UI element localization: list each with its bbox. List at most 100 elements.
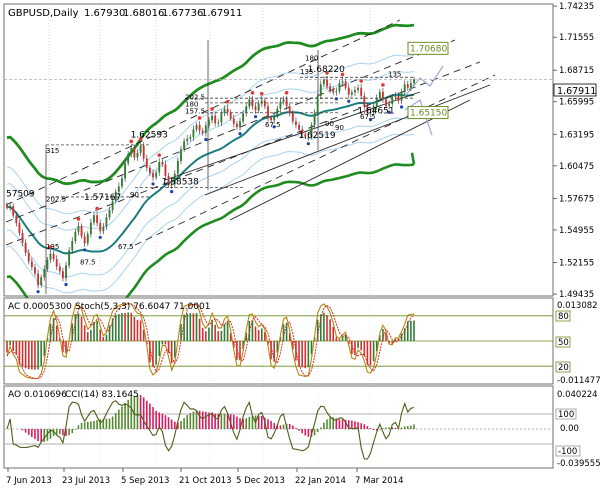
candle-body xyxy=(117,186,120,192)
ao-cci-panel[interactable]: AO 0.010696 CCI(14) 83.1645 0.040224 100… xyxy=(3,385,600,469)
candle-body xyxy=(245,106,248,114)
fractal-down-marker xyxy=(98,235,102,239)
fractal-up-marker xyxy=(250,91,255,95)
fractal-up-marker xyxy=(129,139,134,144)
annotation-label: 1.68220 xyxy=(308,65,345,75)
inner-envelope-band-lower xyxy=(6,133,415,294)
candle-body xyxy=(74,231,77,242)
candle-body xyxy=(99,223,102,232)
candle-body xyxy=(83,236,86,244)
cci-level-100-box xyxy=(555,408,577,420)
fib-label: 87.5 xyxy=(80,258,96,266)
candle-body xyxy=(12,206,15,216)
candle-body xyxy=(413,79,415,84)
candle-body xyxy=(152,173,154,178)
fib-label: 90 xyxy=(335,124,344,132)
price-axis: 1.74235 1.71555 1.68715 1.65995 1.63195 1.604… xyxy=(553,2,594,300)
candle-body xyxy=(310,124,313,138)
date-tick-label: 5 Sep 2013 xyxy=(121,476,169,486)
mid-trend-dashed xyxy=(5,39,456,223)
ao-label: AO 0.010696 xyxy=(8,390,67,400)
candle-body xyxy=(201,130,204,134)
candle-body xyxy=(189,137,192,139)
candle-body xyxy=(223,108,226,114)
candle-body xyxy=(108,209,111,218)
candle-body xyxy=(139,145,142,153)
fib-label: 90 xyxy=(325,120,334,128)
candle-body xyxy=(183,141,186,150)
candle-body xyxy=(267,106,269,118)
annotation-label: 1.62593 xyxy=(131,130,168,140)
ac-stoch-panel[interactable]: AC 0.0005300 Stoch(5,3,3) 76.6047 71.000… xyxy=(3,297,600,386)
symbol-label: GBPUSD,Daily xyxy=(8,8,79,19)
candle-body xyxy=(366,106,369,114)
candle-body xyxy=(155,172,158,178)
candle-body xyxy=(89,222,92,235)
candle-body xyxy=(30,261,33,268)
ac-axis-bottom: -0.011477 xyxy=(557,376,600,386)
fractal-up-marker xyxy=(197,116,202,120)
fib-label: 90 xyxy=(130,191,139,199)
candle-body xyxy=(322,79,325,85)
candle-body xyxy=(37,273,40,286)
candle-body xyxy=(403,84,406,93)
candle-body xyxy=(276,108,279,116)
candle-body xyxy=(375,98,378,107)
candle-body xyxy=(34,267,36,274)
fib-label: 202.5 xyxy=(185,93,205,101)
lower-support-solid xyxy=(229,99,471,221)
candle-body xyxy=(161,162,164,165)
fib-label: 135 xyxy=(46,243,59,251)
candle-body xyxy=(130,148,133,154)
candle-body xyxy=(291,113,294,122)
stoch-level-80-box xyxy=(555,310,571,322)
candlestick-series xyxy=(6,71,415,294)
candle-body xyxy=(397,95,400,101)
candle-body xyxy=(145,158,148,168)
annotation-label: 1.65150 xyxy=(410,109,447,119)
fractal-up-marker xyxy=(359,79,363,83)
inner-envelope-band-upper xyxy=(6,54,415,215)
candle-body xyxy=(360,87,363,96)
fib-label: 180 xyxy=(305,54,318,62)
fib-label: 135 xyxy=(388,71,401,79)
fractal-down-marker xyxy=(399,105,404,109)
stoch-label: Stoch(5,3,3) 76.6047 71.0001 xyxy=(75,302,210,312)
fractal-down-marker xyxy=(151,182,155,186)
stoch-level-50: 50 xyxy=(558,338,569,348)
candle-body xyxy=(400,92,403,101)
date-tick-label: 23 Jul 2013 xyxy=(62,476,110,486)
candle-body xyxy=(127,153,130,164)
last-price-box xyxy=(553,83,597,97)
candle-body xyxy=(226,108,229,113)
main-panel[interactable]: 315202.51359067.587.5202.5180157.5135906… xyxy=(3,2,597,325)
stochastic-lines xyxy=(6,302,415,380)
candle-body xyxy=(58,266,61,272)
date-tick-label: 5 Dec 2013 xyxy=(236,476,285,486)
cci-line xyxy=(6,400,415,460)
candle-body xyxy=(27,252,30,262)
candle-body xyxy=(68,250,71,266)
stoch-level-80: 80 xyxy=(558,312,569,322)
candle-body xyxy=(173,173,176,185)
date-tick-label: 22 Jan 2014 xyxy=(295,476,346,486)
candle-body xyxy=(49,253,52,260)
fractal-up-marker xyxy=(381,83,385,87)
fib-label: 135 xyxy=(300,68,313,76)
upper-trend-dashed xyxy=(5,19,401,206)
fib-label: 202.5 xyxy=(46,196,66,204)
date-tick-label: 7 Mar 2014 xyxy=(355,476,403,486)
trend-solid xyxy=(164,91,421,181)
main-panel-frame xyxy=(3,3,554,297)
candle-body xyxy=(217,122,220,124)
candle-body xyxy=(52,253,55,260)
cci-level-minus100-box xyxy=(555,445,581,457)
candle-body xyxy=(391,97,394,105)
ao-panel-frame xyxy=(3,385,554,469)
cci-label: CCI(14) 83.1645 xyxy=(65,390,139,400)
candle-body xyxy=(329,86,332,91)
candle-body xyxy=(385,99,387,106)
candle-body xyxy=(114,191,117,201)
candle-body xyxy=(198,124,201,131)
candle-body xyxy=(121,178,123,187)
